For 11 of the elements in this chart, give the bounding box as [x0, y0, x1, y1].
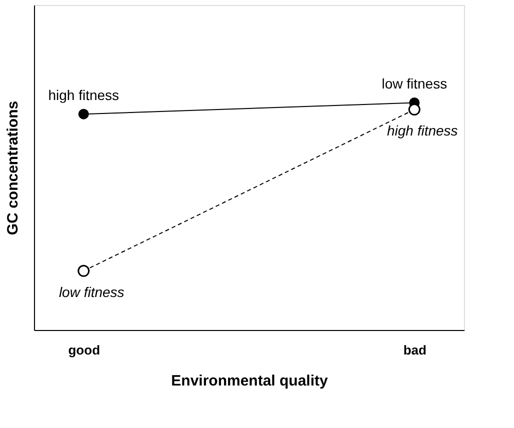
x-tick-label: bad: [403, 342, 426, 358]
annotation: low fitness: [58, 284, 124, 300]
point: [78, 108, 89, 120]
point: [78, 264, 90, 277]
y-axis-title: GC concentrations: [4, 100, 22, 236]
annotation: low fitness: [382, 76, 448, 92]
x-axis-title: Environmental quality: [171, 372, 328, 390]
point: [408, 104, 420, 116]
x-tick-label: good: [68, 342, 100, 358]
annotation: high fitness: [48, 87, 120, 104]
annotation: high fitness: [386, 122, 458, 139]
